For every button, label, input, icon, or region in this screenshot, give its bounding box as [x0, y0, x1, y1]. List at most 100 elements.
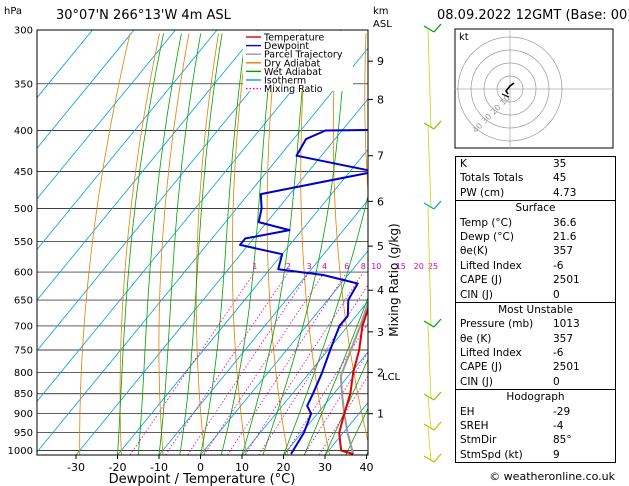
- wind-barb-flag: [433, 453, 442, 463]
- hodograph-ring: [470, 49, 550, 129]
- mixing-ratio-label: 15: [396, 262, 406, 271]
- plot-frame: [36, 29, 369, 456]
- km-tick-label: 8: [377, 93, 384, 106]
- wet-adiabat-line: [283, 194, 368, 455]
- temperature-tick-label: -10: [150, 461, 168, 474]
- hodograph-ring: [496, 75, 524, 103]
- wind-profile-line: [427, 397, 432, 429]
- km-tick-label: 1: [377, 408, 384, 421]
- wind-barb: [423, 122, 435, 130]
- legend-label: Temperature: [263, 33, 324, 44]
- dry-adiabat-line: [364, 33, 368, 197]
- most-unstable-value: 1013: [553, 318, 580, 331]
- hodograph-section: Hodograph EH -29 SREH -4 StmDir 85° StmSpd (kt…: [456, 389, 615, 462]
- mixing-ratio-line: [129, 273, 254, 455]
- parcel-trajectory-line: [339, 300, 368, 455]
- asl-label: ASL: [373, 19, 392, 30]
- surface-value: 0: [553, 288, 560, 301]
- temperature-tick-label: 10: [235, 461, 249, 474]
- isotherm-line: [37, 30, 259, 301]
- isotherm-line: [117, 148, 368, 455]
- surface-title: Surface: [515, 202, 556, 215]
- km-tick-label: 2: [377, 367, 384, 380]
- dry-adiabat-line: [395, 34, 454, 456]
- index-row: PW (cm) 4.73: [456, 186, 615, 200]
- most-unstable-section: Most Unstable Pressure (mb) 1013 θe (K) 357…: [456, 301, 615, 389]
- temperature-tick-label: 30: [318, 461, 332, 474]
- km-axis: 9 8 7 6 5 4 3 2 1 LCL: [368, 55, 401, 421]
- wind-barb: [423, 423, 435, 431]
- surface-label: CAPE (J): [460, 274, 503, 287]
- wind-profile-line: [427, 126, 432, 208]
- pressure-tick-label: 550: [14, 237, 33, 248]
- dry-adiabat-line: [195, 33, 219, 455]
- surface-row: θe(K) 357: [456, 244, 615, 258]
- wet-adiabat-line: [117, 33, 164, 455]
- mixing-ratio-labels: 1 2 3 4 6 8 10 15 20 25: [252, 262, 438, 271]
- km-label: km: [373, 6, 389, 17]
- index-value: 35: [553, 158, 567, 170]
- hodograph-stat-value: 85°: [553, 434, 572, 447]
- wind-barbs: [423, 23, 442, 463]
- surface-label: Dewp (°C): [460, 230, 514, 243]
- km-tick-label: 9: [377, 55, 384, 68]
- wind-barb-flag: [433, 421, 442, 431]
- hodograph-frame: [454, 28, 614, 149]
- location-title: 30°07'N 266°13'W 4m ASL: [56, 8, 232, 23]
- surface-row: Temp (°C) 36.6: [456, 216, 615, 230]
- x-axis-label: Dewpoint / Temperature (°C): [109, 472, 296, 486]
- lcl-label: LCL: [382, 372, 401, 383]
- mixing-ratio-label: 25: [428, 262, 438, 271]
- surface-label: θe(K): [460, 245, 488, 258]
- km-tick-label: 7: [377, 150, 384, 163]
- mixing-ratio-label: 8: [361, 262, 366, 271]
- legend-background: [243, 31, 353, 91]
- pressure-tick-label: 750: [14, 346, 33, 357]
- km-tick-label: 6: [377, 195, 384, 208]
- most-unstable-row: Lifted Index -6: [456, 346, 615, 360]
- isotherm-line: [37, 30, 135, 149]
- most-unstable-row: CAPE (J) 2501: [456, 360, 615, 374]
- pressure-tick-label: 1000: [8, 446, 33, 457]
- wind-barb-flag: [433, 23, 442, 33]
- surface-value: 357: [553, 245, 574, 258]
- hodograph-stat-value: -4: [553, 420, 564, 433]
- dry-adiabat-line: [300, 33, 331, 455]
- most-unstable-value: 2501: [553, 361, 580, 374]
- isotherm-line: [37, 30, 301, 352]
- wind-profile-line: [427, 427, 432, 461]
- wind-barb: [423, 202, 435, 210]
- isotherm-line: [37, 47, 368, 453]
- wind-barb-flag: [433, 318, 442, 328]
- most-unstable-label: CIN (J): [460, 375, 493, 388]
- wet-adiabat-line: [303, 296, 368, 455]
- wet-adiabat-line: [241, 33, 308, 455]
- wind-barb: [423, 455, 435, 463]
- isotherm-line: [158, 199, 368, 455]
- temperature-tick-label: -30: [67, 461, 85, 474]
- temperature-tick-label: 20: [277, 461, 291, 474]
- wind-barb: [423, 25, 435, 33]
- mixing-ratio-label: 3: [307, 262, 312, 271]
- most-unstable-title: Most Unstable: [498, 303, 573, 316]
- isotherm-line: [241, 300, 368, 455]
- hodograph-table-title: Hodograph: [506, 391, 565, 404]
- mixing-ratio-label: 10: [371, 262, 381, 271]
- indices-panel: K 35 Totals Totals 45 PW (cm) 4.73 Surface Te…: [455, 156, 616, 464]
- surface-value: -6: [553, 259, 564, 272]
- isotherm-line: [75, 98, 368, 455]
- hpa-label: hPa: [4, 6, 22, 17]
- hodograph-stat-label: StmSpd (kt): [460, 448, 523, 461]
- temperature-axis: -30 -20 -10 0 10 20 30 40: [67, 455, 374, 474]
- mixing-ratio-line: [187, 273, 309, 455]
- wind-barb-flag: [433, 391, 442, 401]
- most-unstable-value: -6: [553, 347, 564, 360]
- dry-adiabat-line: [266, 33, 289, 455]
- legend-label: Isotherm: [264, 76, 306, 87]
- hodograph-stat-label: EH: [460, 405, 475, 418]
- hodograph-unit-label: kt: [459, 32, 469, 43]
- pressure-tick-label: 400: [14, 126, 33, 137]
- most-unstable-row: Pressure (mb) 1013: [456, 317, 615, 331]
- isotherm-line: [200, 250, 368, 455]
